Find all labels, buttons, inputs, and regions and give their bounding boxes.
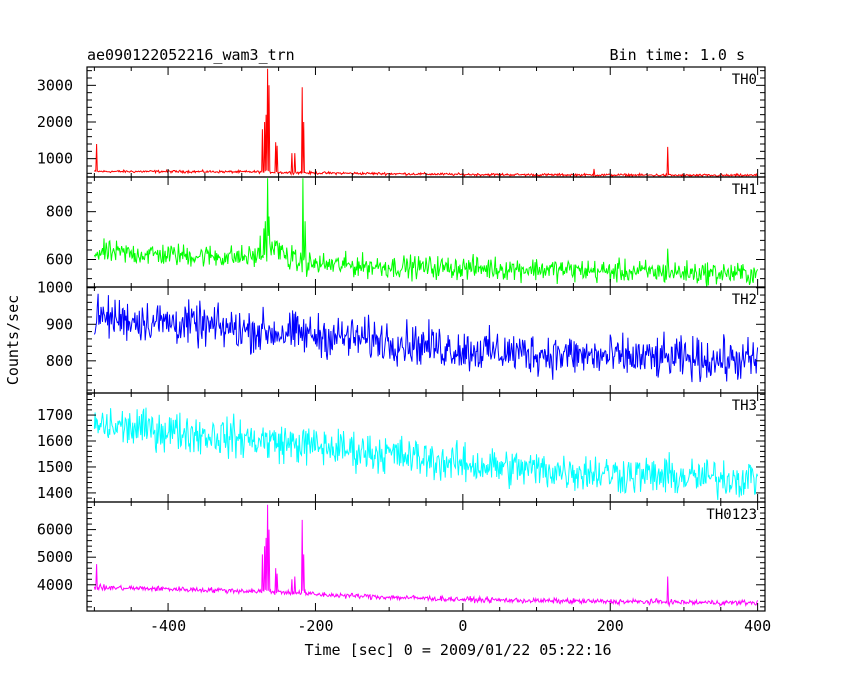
y-tick-label-th3: 1700 <box>37 406 73 424</box>
panel-label-th1: TH1 <box>732 182 757 198</box>
series-line-th2 <box>93 293 759 383</box>
series-line-th0123 <box>93 504 759 608</box>
series-line-th3 <box>93 407 759 501</box>
y-tick-label-th2: 800 <box>46 352 73 370</box>
series-line-th0 <box>94 68 758 177</box>
y-tick-label-th3: 1600 <box>37 432 73 450</box>
y-tick-label-th0123: 6000 <box>37 521 73 539</box>
x-tick-label: -200 <box>297 617 333 635</box>
y-tick-label-th0123: 5000 <box>37 548 73 566</box>
x-tick-label: -400 <box>150 617 186 635</box>
y-tick-label-th2: 1000 <box>37 279 73 297</box>
bin-time-label: Bin time: 1.0 s <box>610 46 745 64</box>
y-axis-label: Counts/sec <box>4 295 22 385</box>
panels-group: TH0100020003000TH1600800TH28009001000TH3… <box>37 66 771 635</box>
y-tick-label-th0: 1000 <box>37 150 73 168</box>
y-tick-label-th3: 1400 <box>37 484 73 502</box>
x-tick-label: 400 <box>744 617 771 635</box>
y-tick-label-th1: 800 <box>46 203 73 221</box>
y-tick-label-th0: 3000 <box>37 76 73 94</box>
panel-label-th0: TH0 <box>732 72 757 88</box>
chart-title: ae090122052216_wam3_trn <box>87 46 295 64</box>
panel-label-th2: TH2 <box>732 292 757 308</box>
panel-frame-th0 <box>86 66 766 178</box>
x-axis-label: Time [sec] 0 = 2009/01/22 05:22:16 <box>304 641 611 659</box>
x-tick-label: 0 <box>458 617 467 635</box>
panel-frame-th0123 <box>86 501 766 612</box>
y-tick-label-th2: 900 <box>46 315 73 333</box>
y-tick-label-th1: 600 <box>46 251 73 269</box>
x-tick-label: 200 <box>597 617 624 635</box>
y-tick-label-th0123: 4000 <box>37 576 73 594</box>
panel-label-th3: TH3 <box>732 398 757 414</box>
y-tick-label-th0: 2000 <box>37 113 73 131</box>
y-tick-label-th3: 1500 <box>37 458 73 476</box>
panel-label-th0123: TH0123 <box>706 507 757 523</box>
series-line-th1 <box>93 178 759 287</box>
